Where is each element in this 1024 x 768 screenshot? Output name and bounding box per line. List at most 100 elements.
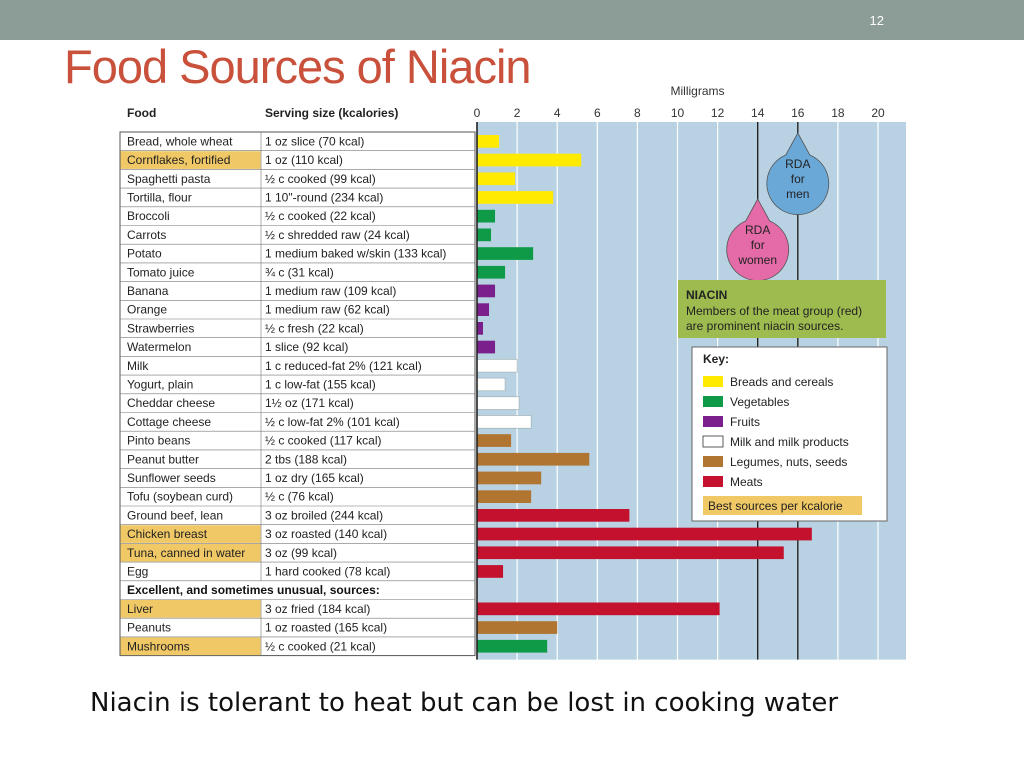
bar-meats xyxy=(477,509,630,522)
x-tick-label: 12 xyxy=(711,106,725,120)
serving-size: 1 medium raw (109 kcal) xyxy=(265,284,396,298)
bar-vegetables xyxy=(477,209,496,223)
serving-size: 1 10"-round (234 kcal) xyxy=(265,190,383,204)
serving-size: 1½ oz (171 kcal) xyxy=(265,396,354,410)
bar-legumes xyxy=(477,490,532,503)
bar-meats xyxy=(477,527,812,541)
bar-vegetables xyxy=(477,265,506,279)
bar-legumes xyxy=(477,471,542,485)
serving-size: 1 medium baked w/skin (133 kcal) xyxy=(265,247,446,261)
food-name: Cottage cheese xyxy=(127,415,211,429)
bar-legumes xyxy=(477,434,512,447)
serving-size: 3 oz roasted (140 kcal) xyxy=(265,527,387,541)
food-name: Peanuts xyxy=(127,621,171,635)
serving-size: 1 oz roasted (165 kcal) xyxy=(265,621,387,635)
rda-men-label: RDA xyxy=(785,157,810,171)
best-source-highlight xyxy=(120,151,261,169)
bar-breads xyxy=(477,135,500,148)
x-tick-label: 0 xyxy=(474,106,481,120)
serving-size: ½ c (76 kcal) xyxy=(265,490,334,504)
best-source-highlight xyxy=(120,543,261,562)
best-source-highlight xyxy=(120,600,261,618)
key-title: Key: xyxy=(703,352,729,366)
x-tick-label: 14 xyxy=(751,106,765,120)
key-label: Fruits xyxy=(730,415,760,429)
x-tick-label: 6 xyxy=(594,106,601,120)
bar-breads xyxy=(477,153,582,167)
food-name: Peanut butter xyxy=(127,452,199,466)
niacin-note-title: NIACIN xyxy=(686,288,727,302)
section-label: Excellent, and sometimes unusual, source… xyxy=(127,583,380,597)
bar-fruits xyxy=(477,303,490,316)
best-source-highlight xyxy=(120,637,261,656)
food-name: Potato xyxy=(127,247,162,261)
bar-milk xyxy=(476,377,506,392)
axis-unit-label: Milligrams xyxy=(671,84,725,98)
serving-size: 1 hard cooked (78 kcal) xyxy=(265,564,390,578)
bar-breads xyxy=(477,172,516,186)
x-tick-label: 10 xyxy=(671,106,685,120)
key-swatch-fruits xyxy=(703,416,723,427)
food-name: Tuna, canned in water xyxy=(127,546,245,560)
key-swatch-legumes xyxy=(703,456,723,467)
x-tick-label: 18 xyxy=(831,106,845,120)
serving-size: ¾ c (31 kcal) xyxy=(265,265,334,279)
food-name: Pinto beans xyxy=(127,434,190,448)
food-name: Spaghetti pasta xyxy=(127,172,211,186)
x-tick-label: 2 xyxy=(514,106,521,120)
rda-women-label: RDA xyxy=(745,223,770,237)
serving-size: ½ c low-fat 2% (101 kcal) xyxy=(265,415,400,429)
header-serving: Serving size (kcalories) xyxy=(265,106,398,120)
serving-size: 1 oz slice (70 kcal) xyxy=(265,134,364,148)
food-name: Broccoli xyxy=(127,209,170,223)
food-name: Chicken breast xyxy=(127,527,208,541)
key-swatch-breads xyxy=(703,376,723,387)
food-name: Cheddar cheese xyxy=(127,396,215,410)
best-source-highlight xyxy=(120,525,261,543)
food-name: Yogurt, plain xyxy=(127,377,193,391)
serving-size: 1 c reduced-fat 2% (121 kcal) xyxy=(265,359,422,373)
rda-women-label: women xyxy=(737,253,777,267)
bar-fruits xyxy=(477,322,484,335)
bar-meats xyxy=(477,546,784,560)
niacin-note-box xyxy=(678,280,886,338)
food-name: Tortilla, flour xyxy=(127,190,192,204)
bar-meats xyxy=(477,565,504,578)
key-label: Vegetables xyxy=(730,395,789,409)
food-name: Tomato juice xyxy=(127,265,195,279)
serving-size: 3 oz (99 kcal) xyxy=(265,546,337,560)
bar-milk xyxy=(476,396,520,410)
serving-size: 1 slice (92 kcal) xyxy=(265,340,348,354)
key-best-swatch xyxy=(703,496,862,515)
bar-legumes xyxy=(477,621,558,634)
key-label: Milk and milk products xyxy=(730,435,849,449)
bar-breads xyxy=(477,191,554,204)
x-tick-label: 16 xyxy=(791,106,805,120)
serving-size: ½ c cooked (117 kcal) xyxy=(265,434,382,448)
x-tick-label: 8 xyxy=(634,106,641,120)
serving-size: ½ c cooked (99 kcal) xyxy=(265,172,376,186)
food-name: Milk xyxy=(127,359,149,373)
key-swatch-milk xyxy=(702,435,724,448)
serving-size: ½ c cooked (22 kcal) xyxy=(265,209,376,223)
bar-vegetables xyxy=(477,247,534,260)
bar-fruits xyxy=(477,284,496,298)
serving-size: 1 medium raw (62 kcal) xyxy=(265,303,390,317)
x-tick-label: 4 xyxy=(554,106,561,120)
bar-fruits xyxy=(477,340,496,354)
serving-size: 1 c low-fat (155 kcal) xyxy=(265,377,376,391)
bar-milk xyxy=(476,415,532,429)
food-name: Mushrooms xyxy=(127,639,190,653)
food-name: Liver xyxy=(127,602,153,616)
serving-size: 1 oz dry (165 kcal) xyxy=(265,471,364,485)
food-name: Orange xyxy=(127,303,167,317)
serving-size: ½ c cooked (21 kcal) xyxy=(265,639,376,653)
key-label: Breads and cereals xyxy=(730,375,833,389)
rda-men-drop xyxy=(766,132,830,215)
bar-legumes xyxy=(477,452,590,466)
header-food: Food xyxy=(127,106,156,120)
bar-vegetables xyxy=(477,228,492,242)
food-name: Sunflower seeds xyxy=(127,471,216,485)
slide-number: 12 xyxy=(869,13,884,28)
